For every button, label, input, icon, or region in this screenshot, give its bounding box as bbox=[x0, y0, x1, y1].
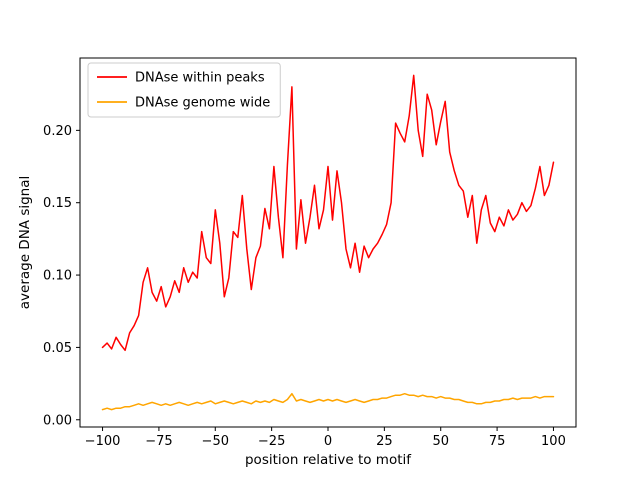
x-tick-label: 50 bbox=[432, 434, 449, 449]
x-tick-label: −50 bbox=[202, 434, 229, 449]
legend-box bbox=[87, 62, 281, 118]
x-tick-label: −100 bbox=[85, 434, 121, 449]
x-axis-label: position relative to motif bbox=[245, 452, 412, 468]
x-tick-label: −25 bbox=[258, 434, 285, 449]
legend: DNAse within peaks DNAse genome wide bbox=[87, 62, 281, 118]
y-tick-label: 0.05 bbox=[43, 341, 72, 356]
legend-label-1: DNAse genome wide bbox=[135, 96, 270, 111]
x-tick-label: 75 bbox=[489, 434, 506, 449]
x-tick-label: 100 bbox=[541, 434, 566, 449]
y-tick-label: 0.15 bbox=[43, 196, 72, 211]
series-line-1 bbox=[101, 392, 555, 411]
y-tick-label: 0.10 bbox=[43, 269, 72, 284]
y-tick-label: 0.20 bbox=[43, 124, 72, 139]
legend-label-0: DNAse within peaks bbox=[135, 71, 265, 86]
x-tick-label: 25 bbox=[376, 434, 393, 449]
x-tick-label: −75 bbox=[145, 434, 172, 449]
y-tick-label: 0.00 bbox=[43, 413, 72, 428]
series-line-0 bbox=[101, 74, 555, 352]
x-tick-label: 0 bbox=[324, 434, 332, 449]
y-axis-label: average DNA signal bbox=[17, 176, 33, 310]
axes-frame bbox=[79, 57, 577, 428]
